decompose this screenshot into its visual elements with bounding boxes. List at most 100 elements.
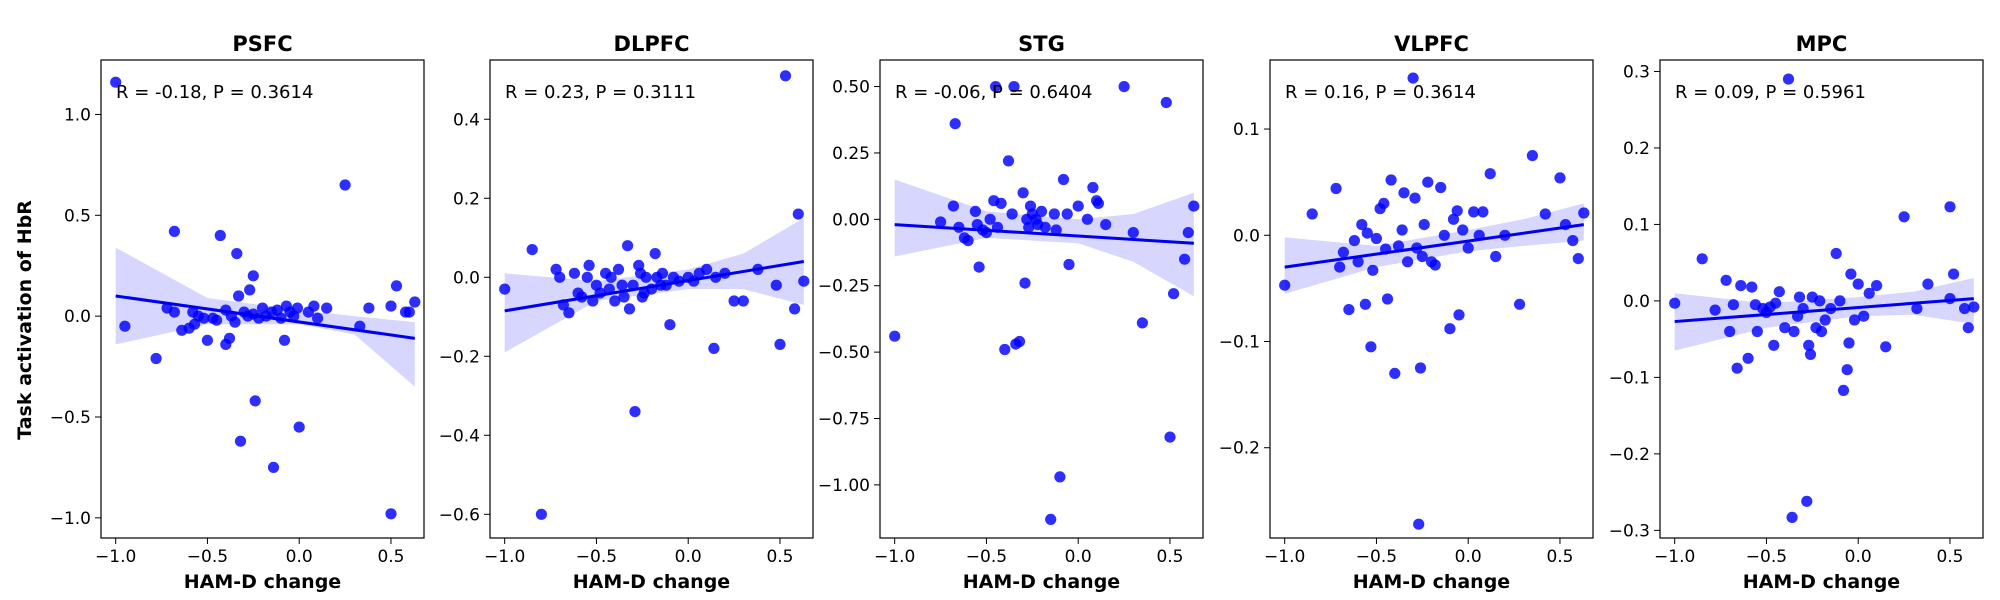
figure-y-axis-label: Task activation of HbR — [14, 200, 36, 440]
data-point — [609, 295, 621, 307]
data-point — [1136, 317, 1148, 329]
data-point — [1396, 224, 1408, 236]
data-point — [1087, 181, 1099, 194]
data-point — [1008, 81, 1020, 93]
data-point — [1801, 495, 1813, 507]
plot-area — [110, 76, 421, 520]
panel-title: DLPFC — [614, 32, 690, 56]
data-point — [385, 508, 397, 520]
correlation-annotation: R = 0.23, P = 0.3111 — [505, 82, 696, 103]
data-point — [1168, 288, 1180, 300]
axes-frame — [1659, 59, 1984, 539]
data-point — [1179, 253, 1191, 265]
data-point — [1724, 325, 1736, 338]
y-tick-label: −0.3 — [1609, 521, 1650, 541]
data-point — [1039, 221, 1051, 233]
data-point — [1709, 304, 1721, 316]
data-point — [1182, 227, 1194, 239]
data-point — [1451, 205, 1463, 217]
data-point — [1880, 341, 1892, 353]
data-point — [792, 208, 804, 220]
data-point — [1378, 197, 1390, 209]
data-point — [1127, 227, 1139, 239]
data-point — [321, 302, 333, 314]
x-axis-label: HAM-D change — [963, 571, 1120, 593]
data-point — [1063, 258, 1075, 271]
data-point — [1348, 235, 1360, 247]
panel-title: MPC — [1796, 32, 1848, 56]
data-point — [1164, 431, 1176, 443]
data-point — [1490, 250, 1502, 263]
data-point — [278, 334, 291, 346]
data-point — [999, 343, 1011, 356]
data-point — [1793, 291, 1806, 303]
data-point — [339, 179, 351, 191]
plot-area — [499, 70, 810, 520]
y-tick-label: 0.4 — [453, 110, 480, 130]
data-point — [1072, 200, 1084, 212]
y-tick-label: −0.1 — [1219, 332, 1260, 352]
data-point — [889, 330, 901, 342]
y-tick-label: 0.2 — [1623, 139, 1650, 159]
data-point — [1017, 187, 1029, 199]
correlation-annotation: R = -0.06, P = 0.6404 — [895, 82, 1092, 103]
data-point — [312, 312, 324, 324]
confidence-band — [1284, 203, 1584, 294]
regression-line — [1674, 297, 1974, 324]
x-tick-label: 0.5 — [766, 547, 793, 567]
y-tick-label: 0.0 — [453, 268, 480, 288]
data-point — [1526, 150, 1538, 162]
data-point — [1438, 229, 1450, 241]
chart-panel-vlpfc: −1.0 −0.5 0.0 0.5 −0.2 −0.1 0.0 0.1 VLPFC HAM-D c… — [1219, 32, 1594, 593]
data-point — [701, 263, 713, 275]
data-point — [1572, 253, 1584, 265]
data-point — [612, 263, 625, 275]
data-point — [1398, 187, 1410, 199]
data-point — [1669, 297, 1681, 309]
data-point — [1013, 335, 1026, 348]
x-tick-label: 0.5 — [1936, 547, 1963, 567]
plot-area — [1669, 73, 1980, 523]
x-tick-label: −1.0 — [1264, 547, 1305, 567]
chart-panel-psfc: −1.0 −0.5 0.0 0.5 −1.0 −0.5 0.0 0.5 1.0 PSFC HAM-D… — [50, 32, 425, 593]
data-point — [789, 303, 801, 315]
data-point — [1356, 219, 1368, 231]
data-point — [1367, 264, 1379, 276]
plot-area — [1279, 72, 1590, 530]
data-point — [168, 225, 180, 237]
data-point — [1081, 213, 1093, 225]
data-point — [1843, 337, 1855, 349]
data-point — [1365, 341, 1377, 353]
data-point — [390, 280, 403, 292]
data-point — [1830, 247, 1842, 260]
data-point — [737, 295, 749, 307]
data-point — [947, 200, 960, 212]
data-point — [1435, 181, 1447, 194]
panel-title: VLPFC — [1394, 32, 1469, 56]
data-point — [1911, 303, 1923, 315]
data-point — [1814, 295, 1826, 307]
data-point — [622, 240, 634, 252]
y-tick-label: 0.50 — [832, 78, 870, 98]
x-tick-label: −1.0 — [874, 547, 915, 567]
data-point — [1002, 155, 1015, 167]
x-tick-label: 0.0 — [1845, 547, 1872, 567]
y-tick-label: 0.1 — [1623, 215, 1650, 235]
data-point — [249, 395, 261, 407]
data-point — [568, 267, 581, 279]
data-point — [1742, 352, 1754, 364]
data-point — [770, 279, 782, 291]
panel-title: STG — [1018, 32, 1065, 56]
data-point — [949, 118, 961, 130]
x-tick-label: 0.5 — [1156, 547, 1183, 567]
data-point — [935, 216, 947, 228]
x-tick-label: −0.5 — [1356, 547, 1397, 567]
y-tick-label: 0.5 — [64, 206, 91, 226]
x-axis-label: HAM-D change — [573, 571, 730, 593]
data-point — [563, 307, 575, 319]
plot-area — [889, 81, 1200, 526]
data-point — [535, 508, 548, 520]
data-point — [1962, 322, 1974, 334]
data-point — [1845, 268, 1857, 280]
axes-frame — [1269, 59, 1594, 539]
